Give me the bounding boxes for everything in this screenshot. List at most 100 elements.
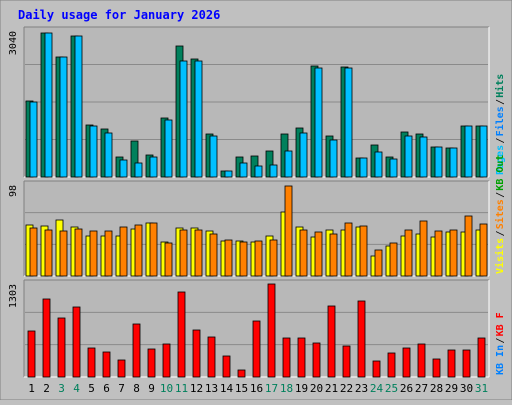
x-tick-label-day-12: 12 [190, 382, 203, 395]
bar-visits-sites-day-29 [449, 229, 458, 277]
x-tick-label-day-8: 8 [133, 382, 140, 395]
legend-visits: Visits [494, 238, 506, 274]
x-tick-label-day-5: 5 [88, 382, 95, 395]
bar-hits-files-day-1 [29, 101, 38, 178]
bar-visits-sites-day-11 [179, 229, 188, 277]
bar-visits-sites-day-20 [314, 231, 323, 277]
legend-kb-in: KB In [495, 345, 506, 375]
x-tick-label-day-22: 22 [340, 382, 353, 395]
bar-kbytes-kb-f-day-2 [42, 298, 51, 378]
bar-kbytes-kb-f-day-5 [87, 347, 96, 378]
bar-visits-sites-day-4 [74, 228, 83, 277]
bar-visits-sites-day-19 [299, 229, 308, 277]
bar-kbytes-kb-f-day-17 [267, 283, 276, 378]
bar-kbytes-kb-f-day-10 [162, 343, 171, 378]
x-tick-label-day-17: 17 [265, 382, 278, 395]
bar-hits-files-day-16 [254, 165, 263, 178]
bar-visits-sites-day-18 [284, 185, 293, 277]
x-tick-label-day-31: 31 [475, 382, 488, 395]
bar-visits-sites-day-24 [374, 249, 383, 277]
bar-visits-sites-day-22 [344, 222, 353, 277]
bar-kbytes-kb-f-day-13 [207, 336, 216, 378]
bar-visits-sites-day-16 [254, 240, 263, 277]
legend-separator: / [495, 137, 506, 143]
bar-visits-sites-day-5 [89, 230, 98, 277]
x-tick-label-day-15: 15 [235, 382, 248, 395]
bar-visits-sites-day-6 [104, 230, 113, 277]
bar-hits-files-day-9 [149, 156, 158, 178]
bar-hits-files-day-28 [434, 146, 443, 178]
bar-kbytes-kb-f-day-16 [252, 320, 261, 378]
x-tick-label-day-7: 7 [118, 382, 125, 395]
bar-visits-sites-day-12 [194, 229, 203, 277]
bar-hits-files-day-11 [179, 60, 188, 178]
x-tick-label-day-19: 19 [295, 382, 308, 395]
bar-visits-sites-day-21 [329, 233, 338, 277]
legend-sites: Sites [494, 199, 506, 229]
bar-visits-sites-day-13 [209, 233, 218, 277]
bar-kbytes-kb-f-day-6 [102, 351, 111, 378]
x-tick-label-day-21: 21 [325, 382, 338, 395]
x-tick-label-day-10: 10 [160, 382, 173, 395]
bar-visits-sites-day-1 [29, 227, 38, 277]
bar-hits-files-day-30 [464, 125, 473, 178]
bar-hits-files-day-18 [284, 150, 293, 178]
bar-kbytes-kb-f-day-11 [177, 291, 186, 378]
bar-kbytes-kb-f-day-15 [237, 369, 246, 378]
bar-visits-sites-day-14 [224, 239, 233, 277]
bar-hits-hits-day-8 [130, 140, 139, 178]
x-tick-label-day-29: 29 [445, 382, 458, 395]
x-tick-label-day-13: 13 [205, 382, 218, 395]
x-tick-label-day-27: 27 [415, 382, 428, 395]
bar-kbytes-kb-f-day-3 [57, 317, 66, 378]
bar-kbytes-kb-f-day-29 [447, 349, 456, 378]
bar-kbytes-kb-f-day-19 [297, 337, 306, 378]
legend-separator: / [495, 337, 506, 343]
bar-visits-sites-day-26 [404, 229, 413, 277]
bar-kbytes-kb-f-day-7 [117, 359, 126, 378]
bar-visits-sites-day-30 [464, 215, 473, 277]
bar-kbytes-kb-f-day-8 [132, 323, 141, 378]
bar-hits-files-day-14 [224, 170, 233, 178]
bar-hits-files-day-20 [314, 67, 323, 178]
legend-pages: Pages [495, 145, 506, 175]
bar-visits-sites-day-9 [149, 222, 158, 277]
y-max-label-kbytes: 1303 [8, 284, 19, 308]
bar-kbytes-kb-f-day-20 [312, 342, 321, 378]
x-tick-label-day-2: 2 [43, 382, 50, 395]
bar-kbytes-kb-f-day-14 [222, 355, 231, 378]
bar-visits-sites-day-10 [164, 242, 173, 277]
bar-hits-files-day-26 [404, 135, 413, 178]
bar-hits-files-day-23 [359, 157, 368, 178]
bar-kbytes-kb-f-day-9 [147, 348, 156, 378]
x-tick-label-day-16: 16 [250, 382, 263, 395]
legend-files: Files [494, 106, 506, 136]
bar-hits-files-day-27 [419, 136, 428, 178]
bar-hits-hits-day-17 [265, 150, 274, 178]
bar-kbytes-kb-f-day-4 [72, 306, 81, 378]
legend-kb-out: KB Out [495, 155, 506, 191]
bar-kbytes-kb-f-day-31 [477, 337, 486, 378]
bar-visits-sites-day-8 [134, 224, 143, 277]
bar-kbytes-kb-f-day-1 [27, 330, 36, 378]
legend-kb-f: KB F [495, 312, 506, 336]
bar-visits-sites-day-3 [59, 230, 68, 277]
bar-visits-sites-day-2 [44, 229, 53, 277]
bar-visits-sites-day-27 [419, 220, 428, 277]
x-tick-label-day-14: 14 [220, 382, 234, 395]
bar-visits-sites-day-28 [434, 230, 443, 277]
x-tick-label-day-4: 4 [73, 382, 80, 395]
bar-visits-sites-day-15 [239, 241, 248, 277]
bar-hits-files-day-5 [89, 125, 98, 178]
bar-kbytes-kb-f-day-26 [402, 347, 411, 378]
bar-visits-sites-day-23 [359, 225, 368, 277]
x-tick-label-day-9: 9 [148, 382, 155, 395]
bar-visits-sites-day-31 [479, 223, 488, 277]
bar-visits-sites-day-25 [389, 242, 398, 277]
bar-hits-files-day-2 [44, 32, 53, 178]
x-tick-label-day-18: 18 [280, 382, 293, 395]
x-tick-label-day-30: 30 [460, 382, 473, 395]
bar-hits-files-day-12 [194, 60, 203, 178]
